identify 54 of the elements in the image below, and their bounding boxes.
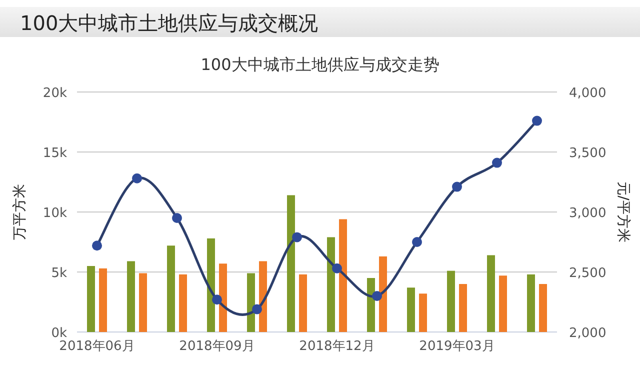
x-tick-label: 2018年12月 bbox=[299, 339, 375, 354]
bar bbox=[407, 288, 415, 332]
y2-tick-label: 3,000 bbox=[569, 206, 606, 221]
bar bbox=[527, 274, 535, 332]
bar bbox=[539, 284, 547, 332]
bar bbox=[99, 268, 107, 332]
chart-subtitle: 100大中城市土地供应与成交走势 bbox=[200, 55, 440, 74]
bar bbox=[287, 195, 295, 332]
bar bbox=[419, 294, 427, 332]
y2-tick-label: 3,500 bbox=[569, 146, 606, 161]
point bbox=[132, 173, 142, 184]
y-tick-label: 10k bbox=[42, 206, 68, 221]
y2-tick-label: 4,000 bbox=[569, 86, 606, 101]
x-tick-label: 2018年06月 bbox=[59, 339, 135, 354]
bar bbox=[367, 278, 375, 332]
x-tick-label: 2019年03月 bbox=[419, 339, 495, 354]
point bbox=[212, 294, 222, 305]
point bbox=[532, 116, 542, 126]
point bbox=[252, 304, 262, 314]
bar bbox=[447, 270, 455, 332]
y2-tick-label: 2,500 bbox=[569, 266, 606, 281]
bar bbox=[179, 274, 187, 332]
point bbox=[332, 263, 342, 274]
bar bbox=[167, 246, 175, 332]
bar bbox=[127, 261, 135, 332]
y2-axis-title: 元/平方米 bbox=[615, 182, 631, 242]
y-tick-label: 15k bbox=[42, 146, 68, 161]
x-tick-label: 2018年09月 bbox=[179, 339, 255, 354]
bar bbox=[219, 264, 227, 332]
bar bbox=[379, 256, 387, 332]
point bbox=[92, 240, 102, 251]
bar bbox=[299, 274, 307, 332]
bar bbox=[487, 255, 495, 332]
y-axis-title: 万平方米 bbox=[12, 184, 28, 240]
y-tick-label: 20k bbox=[42, 86, 68, 101]
point bbox=[372, 291, 382, 301]
bar bbox=[459, 284, 467, 332]
bar bbox=[139, 273, 147, 332]
bar bbox=[327, 237, 335, 332]
point bbox=[292, 232, 302, 242]
bar bbox=[247, 273, 255, 332]
y-tick-label: 0k bbox=[51, 326, 68, 341]
bar bbox=[87, 266, 95, 332]
y2-tick-label: 2,000 bbox=[569, 326, 606, 341]
point bbox=[452, 182, 462, 192]
bar bbox=[499, 276, 507, 332]
point bbox=[412, 237, 422, 247]
point bbox=[492, 158, 502, 168]
chart-title: 100大中城市土地供应与成交概况 bbox=[20, 11, 318, 35]
bar bbox=[259, 261, 267, 332]
y-tick-label: 5k bbox=[51, 266, 68, 281]
bar bbox=[339, 219, 347, 332]
point bbox=[172, 213, 182, 223]
bar bbox=[207, 238, 215, 332]
